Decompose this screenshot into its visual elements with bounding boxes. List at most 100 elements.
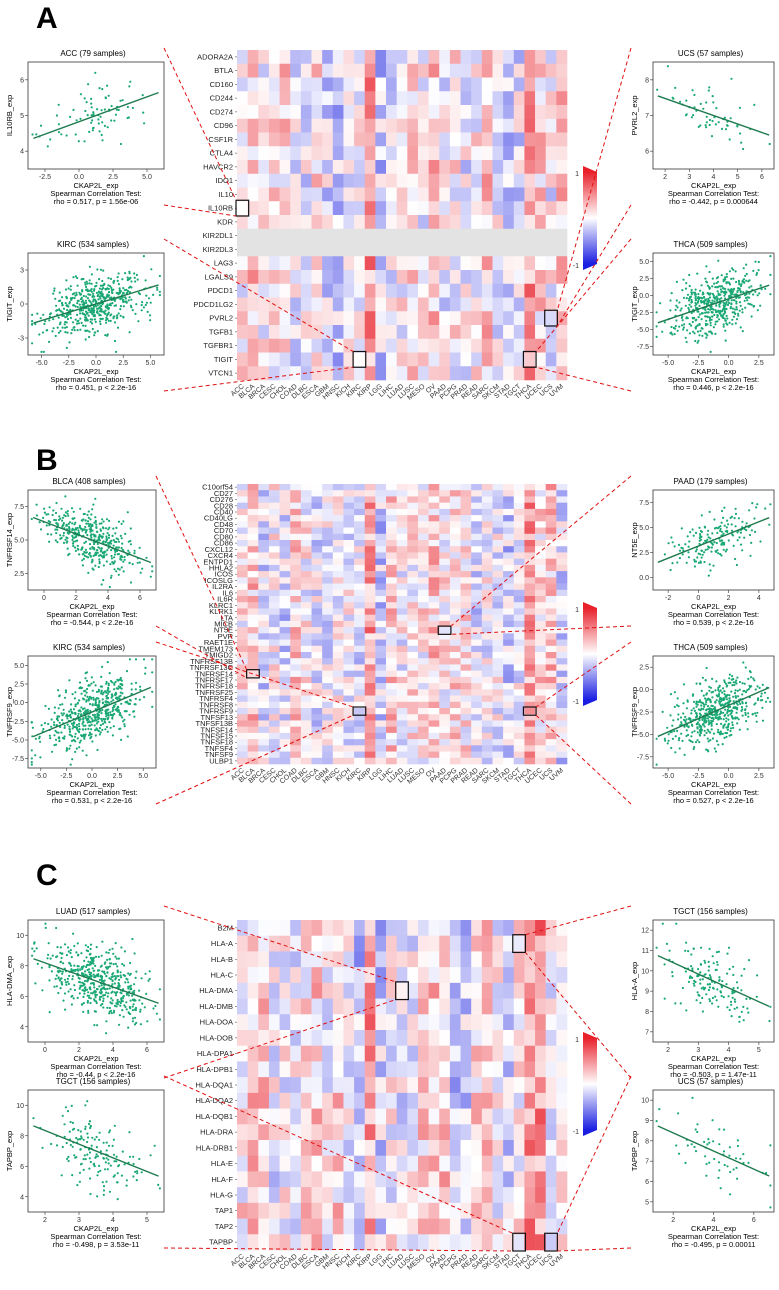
heatmap-cell bbox=[322, 652, 334, 659]
heatmap-cell bbox=[524, 118, 536, 133]
heatmap-cell bbox=[300, 77, 312, 92]
highlighted-cell bbox=[352, 706, 367, 716]
data-point bbox=[142, 255, 145, 258]
heatmap-cell bbox=[268, 589, 280, 597]
heatmap-cell bbox=[407, 77, 419, 92]
x-tick-label: 2.5 bbox=[108, 174, 118, 181]
heatmap-cell bbox=[513, 614, 525, 622]
data-point bbox=[690, 301, 693, 304]
heatmap-cell bbox=[300, 589, 312, 597]
heatmap-cell bbox=[396, 552, 408, 559]
data-point bbox=[112, 288, 115, 291]
heatmap-cell bbox=[343, 664, 355, 671]
data-point bbox=[692, 534, 695, 537]
data-point bbox=[724, 128, 728, 131]
data-point bbox=[114, 691, 117, 695]
heatmap-cell bbox=[279, 508, 291, 516]
heatmap-cell bbox=[513, 490, 525, 497]
heatmap-cell bbox=[268, 502, 280, 510]
data-point bbox=[116, 705, 119, 708]
heatmap-cell bbox=[428, 639, 440, 647]
heatmap-cell bbox=[439, 546, 451, 553]
heatmap-cell bbox=[311, 745, 323, 752]
heatmap-cell bbox=[481, 366, 493, 381]
data-point bbox=[723, 290, 726, 294]
heatmap-cell bbox=[343, 496, 355, 503]
heatmap-cell bbox=[268, 242, 280, 257]
heatmap-cell bbox=[300, 297, 312, 312]
data-point bbox=[107, 686, 110, 689]
heatmap-cell bbox=[279, 745, 291, 752]
data-point bbox=[134, 312, 137, 315]
heatmap-cell bbox=[503, 689, 515, 696]
heatmap-cell bbox=[386, 527, 397, 535]
heatmap-cell bbox=[407, 564, 419, 572]
data-point bbox=[655, 335, 658, 338]
data-point bbox=[117, 520, 121, 523]
heatmap-cell bbox=[396, 670, 408, 678]
heatmap-cell bbox=[300, 187, 312, 202]
y-tick-label: 0.0 bbox=[639, 293, 649, 300]
data-point bbox=[113, 119, 116, 122]
heatmap-cell bbox=[354, 571, 366, 578]
heatmap-cell bbox=[535, 256, 547, 271]
data-point bbox=[41, 331, 45, 334]
heatmap-cell bbox=[449, 757, 461, 765]
data-point bbox=[721, 539, 724, 542]
heatmap-cell bbox=[492, 297, 504, 312]
heatmap-cell bbox=[247, 366, 259, 381]
heatmap-cell bbox=[428, 484, 440, 491]
data-point bbox=[711, 299, 714, 302]
heatmap-cell bbox=[460, 558, 472, 566]
data-point bbox=[130, 298, 133, 301]
data-point bbox=[103, 554, 106, 557]
heatmap-cell bbox=[247, 708, 259, 715]
data-point bbox=[72, 544, 75, 548]
heatmap-cell bbox=[524, 620, 536, 628]
heatmap-cell bbox=[247, 118, 259, 133]
data-point bbox=[117, 312, 120, 315]
heatmap-cell bbox=[417, 757, 429, 765]
heatmap-cell bbox=[258, 533, 270, 541]
data-point bbox=[90, 121, 93, 124]
heatmap-cell bbox=[439, 63, 451, 78]
heatmap-cell bbox=[535, 689, 547, 696]
heatmap-cell bbox=[545, 620, 557, 628]
data-point bbox=[113, 556, 116, 559]
data-point bbox=[100, 308, 103, 311]
highlighted-cell bbox=[352, 350, 367, 368]
heatmap-cell bbox=[322, 105, 334, 120]
data-point bbox=[674, 86, 677, 89]
heatmap-cell bbox=[449, 521, 461, 528]
data-point bbox=[102, 540, 105, 543]
heatmap-cell bbox=[247, 633, 259, 640]
heatmap-cell bbox=[343, 132, 355, 147]
heatmap-cell bbox=[364, 670, 376, 678]
data-point bbox=[52, 509, 55, 512]
heatmap-cell bbox=[449, 683, 461, 690]
heatmap-cell bbox=[481, 215, 493, 230]
data-point bbox=[98, 313, 101, 316]
heatmap-cell bbox=[556, 670, 568, 678]
heatmap-cell bbox=[449, 552, 461, 559]
data-point bbox=[100, 675, 103, 679]
heatmap-cell bbox=[460, 645, 472, 653]
heatmap-cell bbox=[290, 720, 302, 727]
data-point bbox=[123, 725, 126, 728]
heatmap-cell bbox=[439, 708, 451, 715]
legend-bar bbox=[583, 172, 597, 264]
heatmap-cell bbox=[290, 91, 302, 106]
heatmap-cell bbox=[290, 77, 302, 92]
heatmap-cell bbox=[332, 546, 344, 553]
heatmap-cell bbox=[237, 589, 248, 597]
heatmap-cell bbox=[247, 745, 259, 752]
y-tick-label: -3 bbox=[18, 336, 24, 343]
heatmap-cell bbox=[471, 645, 483, 653]
heatmap-cell bbox=[396, 596, 408, 603]
heatmap-cell bbox=[247, 50, 259, 65]
heatmap-cell bbox=[460, 583, 472, 591]
data-point bbox=[685, 282, 688, 285]
data-point bbox=[90, 114, 93, 117]
heatmap-cell bbox=[386, 676, 397, 684]
heatmap-cell bbox=[417, 739, 429, 746]
